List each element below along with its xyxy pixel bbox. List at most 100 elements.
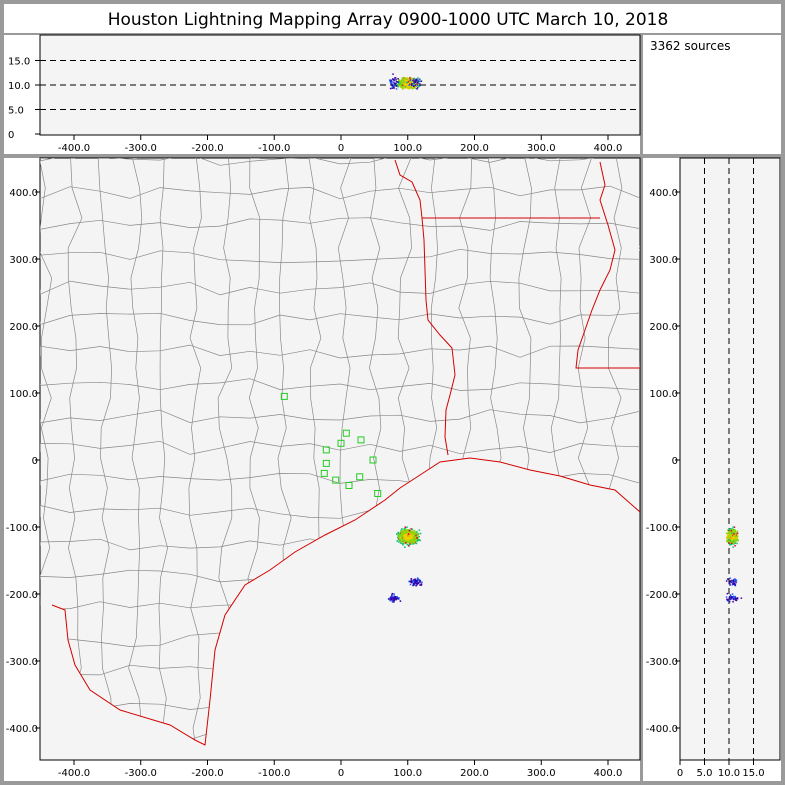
lightning-source-point (421, 581, 423, 584)
lightning-source-point (408, 529, 411, 532)
altitude-x-source-point (407, 86, 410, 88)
altitude-y-source-point (731, 593, 734, 595)
lightning-source-point (404, 528, 406, 531)
lightning-source-point (404, 532, 407, 534)
altitude-y-source-point (729, 528, 732, 530)
lightning-source-point (389, 599, 391, 602)
altitude-y-source-point (728, 582, 730, 585)
lma-station-marker (320, 469, 328, 477)
lightning-source-point (418, 529, 421, 531)
altitude-x-source-point (403, 77, 406, 79)
altitude-y-source-point (734, 598, 737, 601)
lightning-source-point (414, 581, 417, 583)
altitude-x-source-point (403, 82, 405, 85)
lightning-source-point (400, 533, 403, 536)
altitude-x-source-point (409, 77, 411, 79)
altitude-y-source-point (726, 536, 728, 538)
lightning-source-point (397, 532, 400, 535)
altitude-x-source-point (395, 79, 397, 81)
altitude-x-source-point (416, 87, 419, 89)
lightning-source-point (403, 542, 406, 545)
altitude-y-source-point (726, 592, 729, 595)
lightning-source-point (395, 596, 398, 598)
altitude-y-source-point (734, 535, 736, 538)
altitude-y-source-point (728, 532, 731, 534)
altitude-y-source-point (727, 534, 730, 537)
lightning-source-point (400, 536, 403, 539)
altitude-x-source-point (419, 80, 422, 83)
altitude-x-source-point (398, 83, 401, 86)
plan-y-tick-label: -400.0 (6, 724, 38, 735)
lightning-source-point (406, 526, 408, 528)
altitude-x-source-point (390, 82, 393, 84)
altitude-y-source-point (731, 528, 734, 531)
lightning-source-point (420, 583, 423, 585)
lightning-source-point (408, 537, 411, 540)
lightning-source-point (419, 581, 421, 583)
altitude-y-source-point (734, 542, 736, 545)
lightning-source-point (398, 537, 400, 539)
lightning-source-point (408, 543, 411, 546)
lightning-source-point (408, 529, 410, 531)
lightning-source-point (402, 533, 404, 535)
lightning-source-point (405, 542, 407, 544)
altitude-y-source-point (734, 545, 736, 547)
lightning-source-point (414, 537, 416, 540)
altitude-x-source-point (393, 85, 395, 87)
plan-y-tick-label: 400.0 (9, 188, 38, 199)
lightning-source-point (404, 538, 407, 540)
altitude-x-source-point (410, 77, 413, 80)
altitude-y-source-point (728, 601, 731, 603)
altitude-y-source-point (728, 533, 731, 535)
altitude-y-source-point (729, 584, 731, 586)
altitude-y-source-point (728, 596, 731, 599)
lightning-source-point (413, 583, 415, 585)
lma-station-marker (332, 476, 340, 484)
altitude-y-source-point (735, 532, 738, 535)
altitude-y-source-point (733, 598, 735, 601)
lma-station-marker (345, 482, 353, 489)
altitude-x-source-point (393, 86, 395, 88)
lightning-source-point (406, 535, 408, 537)
altitude-x-source-point (419, 83, 421, 85)
lightning-source-point (393, 595, 395, 597)
lightning-source-point (393, 597, 395, 600)
altitude-x-source-point (397, 82, 400, 85)
altitude-x-source-point (396, 84, 398, 86)
lightning-source-point (410, 530, 413, 533)
altitude-x-source-point (393, 79, 395, 81)
altitude-x-source-point (413, 78, 415, 80)
altitude-x-source-point (409, 87, 411, 89)
altitude-x-source-point (400, 85, 402, 88)
lightning-source-point (402, 531, 404, 534)
altitude-x-source-point (402, 82, 404, 84)
altitude-y-source-point (727, 540, 729, 542)
altitude-y-source-point (731, 597, 734, 600)
lightning-source-point (403, 537, 406, 539)
altitude-x-source-point (402, 85, 404, 87)
lightning-source-point (387, 598, 390, 600)
altitude-y-source-point (731, 536, 733, 539)
altitude-x-source-point (397, 78, 399, 80)
lightning-source-point (405, 540, 408, 542)
altitude-x-source-point (408, 80, 411, 82)
altitude-x-tick-label: 100.0 (393, 143, 422, 154)
altitude-y-source-point (729, 580, 732, 582)
altitude-x-source-point (389, 79, 391, 81)
lma-station-marker (356, 473, 364, 481)
altitude-x-source-point (420, 80, 423, 82)
altitude-y-source-point (729, 577, 731, 579)
altitude-y-source-point (732, 538, 734, 540)
altitude-y-source-point (735, 580, 738, 582)
altitude-x-panel (4, 34, 641, 154)
lightning-source-point (410, 528, 413, 530)
altitude-y-source-point (730, 596, 733, 598)
lightning-source-point (410, 578, 413, 580)
lightning-source-point (409, 541, 411, 543)
altitude-y-source-point (730, 541, 732, 543)
altitude-x-source-point (393, 87, 395, 89)
lightning-source-point (411, 537, 413, 539)
lightning-source-point (409, 534, 412, 536)
altitude-x-source-point (401, 88, 404, 90)
lightning-source-point (411, 528, 414, 531)
